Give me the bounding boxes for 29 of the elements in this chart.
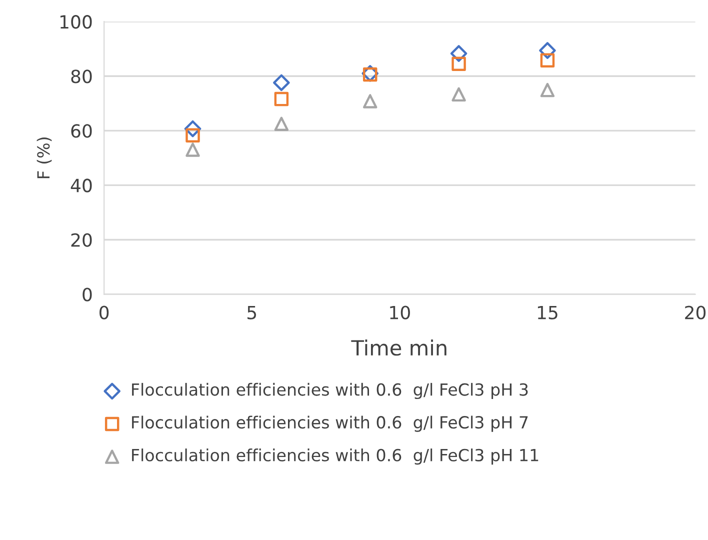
legend-label: Flocculation efficiencies with 0.6 g/l FeCl3 pH 11 [132, 448, 538, 465]
x-tick-label: 0 [100, 306, 109, 320]
point [362, 94, 378, 108]
y-tick-label: 100 [60, 15, 92, 29]
x-tick-label: 5 [248, 306, 256, 320]
point [540, 53, 555, 68]
x-tick-label: 15 [538, 306, 558, 320]
y-tick-label: 80 [71, 70, 92, 84]
point [273, 74, 290, 92]
legend-label: Flocculation efficiencies with 0.6 g/l FeCl3 pH 3 [132, 382, 528, 400]
y-axis-title: F (%) [36, 138, 52, 178]
point [186, 142, 200, 157]
y-tick-label: 40 [70, 178, 92, 192]
y-tick-label: 20 [71, 233, 92, 247]
point [539, 42, 556, 59]
point [450, 45, 468, 62]
point [452, 56, 466, 71]
x-tick-label: 10 [390, 306, 410, 320]
legend-label: Flocculation efficiencies with 0.6 g/l FeCl3 pH 7 [132, 416, 528, 432]
point [452, 87, 466, 102]
point [274, 116, 289, 131]
y-tick-label: 0 [82, 288, 92, 302]
point [274, 92, 289, 106]
x-tick-label: 20 [685, 306, 706, 320]
point [540, 82, 555, 98]
point [184, 120, 202, 138]
y-tick-label: 60 [71, 124, 92, 138]
x-axis-title: Time min [351, 340, 446, 356]
point [186, 128, 200, 142]
